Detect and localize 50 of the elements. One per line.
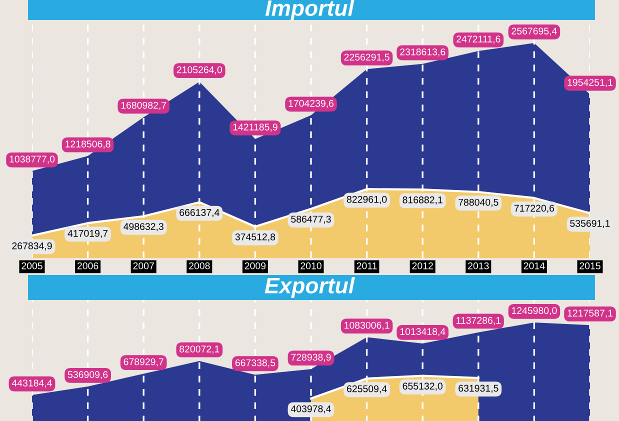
data-label: 417019,7 <box>68 230 108 238</box>
data-label: 1137286,1 <box>456 316 501 325</box>
data-label: 1038777,0 <box>10 156 55 164</box>
data-label: 1245980,0 <box>512 307 557 316</box>
data-label: 788040,5 <box>458 198 498 207</box>
data-label: 374512,8 <box>235 233 276 242</box>
data-label: 1218506,8 <box>66 140 110 149</box>
data-label: 728938,9 <box>291 354 331 362</box>
data-label: 1704239,6 <box>288 100 334 108</box>
data-label: 2105264,0 <box>176 66 222 74</box>
data-label: 2256291,5 <box>344 54 390 62</box>
data-label: 535691,1 <box>570 220 610 228</box>
x-tick-label: 2010 <box>300 262 322 270</box>
data-label: 1083006,1 <box>344 322 390 330</box>
data-label: 1013418,4 <box>400 328 446 336</box>
data-label: 822961,0 <box>346 196 387 204</box>
x-tick-label: 2007 <box>133 262 154 270</box>
data-label: 717220,6 <box>514 204 554 213</box>
x-tick-label: 2009 <box>244 262 266 270</box>
data-label: 1954251,1 <box>568 78 613 88</box>
chart-title: Exportul <box>264 277 355 298</box>
data-label: 586477,3 <box>291 216 331 224</box>
x-tick-label: 2014 <box>524 262 545 270</box>
data-label: 2318613,6 <box>400 48 446 57</box>
x-tick-label: 2015 <box>580 262 600 270</box>
data-label: 2567695,4 <box>512 28 557 36</box>
data-label: 536909,6 <box>68 371 108 380</box>
data-label: 820072,1 <box>180 346 220 354</box>
data-label: 498632,3 <box>124 223 164 232</box>
data-label: 667338,5 <box>235 359 276 368</box>
data-label: 666137,4 <box>180 209 220 218</box>
data-label: 816882,1 <box>402 196 442 204</box>
data-label: 631931,5 <box>458 384 498 393</box>
data-label: 1217587,1 <box>568 310 613 318</box>
x-tick-label: 2005 <box>22 262 42 270</box>
data-label: 2472111,6 <box>456 36 500 44</box>
data-label: 443184,4 <box>12 380 52 388</box>
data-label: 678929,7 <box>124 358 164 366</box>
x-tick-label: 2011 <box>356 262 377 270</box>
data-label: 625509,4 <box>347 385 387 394</box>
x-tick-label: 2013 <box>468 262 489 270</box>
data-label: 1421185,9 <box>233 124 278 132</box>
x-tick-label: 2006 <box>77 262 98 270</box>
chart-title: Importul <box>265 0 354 20</box>
data-label: 655132,0 <box>402 382 442 391</box>
x-tick-label: 2008 <box>189 262 210 270</box>
data-label: 403978,4 <box>290 405 331 414</box>
x-tick-label: 2012 <box>412 262 433 270</box>
data-label: 1680982,7 <box>121 102 166 110</box>
data-label: 267834,9 <box>12 242 52 250</box>
